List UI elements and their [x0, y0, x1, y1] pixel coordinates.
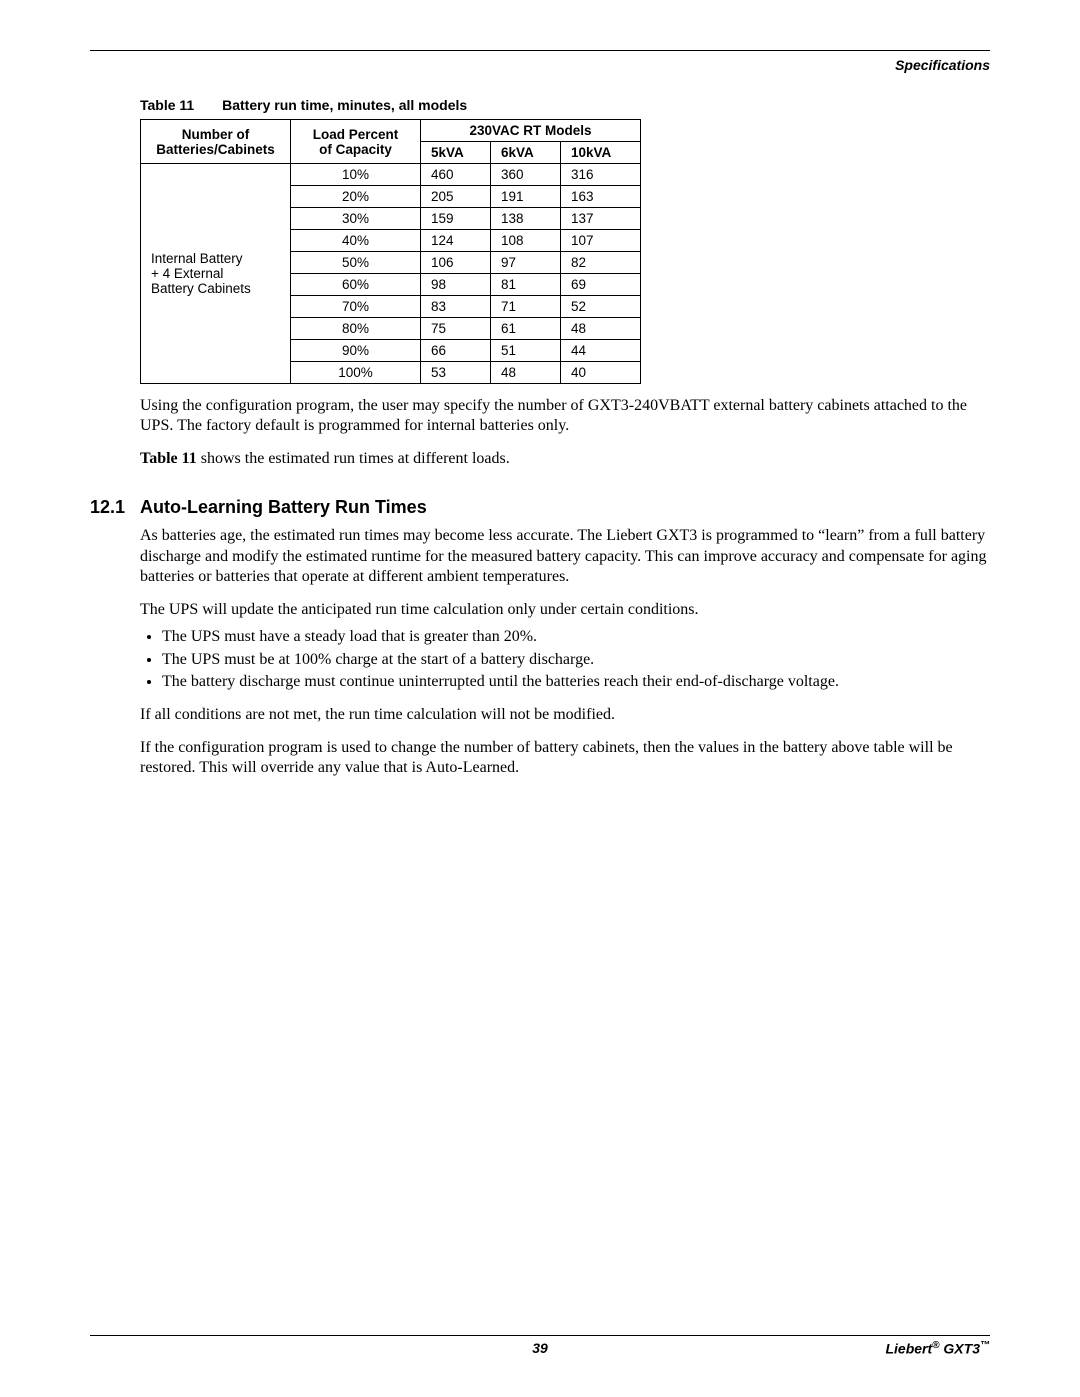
cell-load: 40% — [291, 230, 421, 252]
list-item: The battery discharge must continue unin… — [162, 671, 990, 693]
footer-product: Liebert® GXT3™ — [870, 1340, 990, 1357]
header-rule — [90, 50, 990, 51]
row-group-label-l1: Internal Battery — [151, 251, 243, 266]
conditions-list: The UPS must have a steady load that is … — [140, 626, 990, 693]
page-number: 39 — [210, 1340, 870, 1357]
col-header-batteries-l2: Batteries/Cabinets — [156, 142, 275, 157]
table-caption-title: Battery run time, minutes, all models — [222, 97, 467, 113]
cell-v6: 97 — [491, 252, 561, 274]
cell-v10: 69 — [561, 274, 641, 296]
list-item: The UPS must have a steady load that is … — [162, 626, 990, 648]
cell-v6: 81 — [491, 274, 561, 296]
cell-v6: 48 — [491, 362, 561, 384]
cell-v5: 159 — [421, 208, 491, 230]
runtime-table: Number of Batteries/Cabinets Load Percen… — [140, 119, 641, 384]
cell-load: 30% — [291, 208, 421, 230]
row-group-label-l3: Battery Cabinets — [151, 281, 251, 296]
paragraph-table-ref-bold: Table 11 — [140, 450, 197, 467]
cell-v5: 66 — [421, 340, 491, 362]
section-title: Auto-Learning Battery Run Times — [140, 497, 427, 518]
page-footer: 39 Liebert® GXT3™ — [90, 1335, 990, 1357]
cell-v10: 316 — [561, 164, 641, 186]
footer-product-suffix: GXT3 — [940, 1341, 980, 1357]
footer-product-prefix: Liebert — [885, 1341, 932, 1357]
paragraph-autolearn-intro: As batteries age, the estimated run time… — [140, 526, 990, 587]
col-header-load: Load Percent of Capacity — [291, 120, 421, 164]
cell-v6: 191 — [491, 186, 561, 208]
paragraph-not-met: If all conditions are not met, the run t… — [140, 705, 990, 725]
cell-load: 60% — [291, 274, 421, 296]
cell-v5: 53 — [421, 362, 491, 384]
cell-v5: 124 — [421, 230, 491, 252]
row-group-label-l2: + 4 External — [151, 266, 223, 281]
cell-load: 10% — [291, 164, 421, 186]
col-header-batteries: Number of Batteries/Cabinets — [141, 120, 291, 164]
list-item: The UPS must be at 100% charge at the st… — [162, 649, 990, 671]
table-caption-number: Table 11 — [140, 97, 194, 113]
cell-v6: 108 — [491, 230, 561, 252]
paragraph-override: If the configuration program is used to … — [140, 738, 990, 779]
col-header-models-span: 230VAC RT Models — [421, 120, 641, 142]
cell-v5: 460 — [421, 164, 491, 186]
cell-v10: 52 — [561, 296, 641, 318]
cell-v10: 44 — [561, 340, 641, 362]
cell-v10: 82 — [561, 252, 641, 274]
cell-v10: 137 — [561, 208, 641, 230]
paragraph-conditions-lead: The UPS will update the anticipated run … — [140, 600, 990, 620]
col-header-5kva: 5kVA — [421, 142, 491, 164]
footer-rule — [90, 1335, 990, 1336]
cell-load: 50% — [291, 252, 421, 274]
section-number: 12.1 — [90, 497, 140, 518]
cell-load: 90% — [291, 340, 421, 362]
row-group-label: Internal Battery+ 4 ExternalBattery Cabi… — [141, 164, 291, 384]
cell-v5: 98 — [421, 274, 491, 296]
cell-load: 100% — [291, 362, 421, 384]
cell-v10: 107 — [561, 230, 641, 252]
cell-v10: 48 — [561, 318, 641, 340]
cell-v6: 138 — [491, 208, 561, 230]
cell-v6: 360 — [491, 164, 561, 186]
paragraph-config-program: Using the configuration program, the use… — [140, 396, 990, 437]
cell-v10: 40 — [561, 362, 641, 384]
cell-v5: 83 — [421, 296, 491, 318]
section-heading: 12.1 Auto-Learning Battery Run Times — [90, 497, 990, 518]
col-header-load-l1: Load Percent — [313, 127, 399, 142]
paragraph-table-ref: Table 11 shows the estimated run times a… — [140, 449, 990, 469]
registered-mark-icon: ® — [932, 1340, 939, 1351]
trademark-icon: ™ — [980, 1340, 990, 1351]
cell-v6: 51 — [491, 340, 561, 362]
col-header-load-l2: of Capacity — [319, 142, 392, 157]
cell-v6: 61 — [491, 318, 561, 340]
cell-load: 70% — [291, 296, 421, 318]
col-header-batteries-l1: Number of — [182, 127, 250, 142]
cell-v5: 75 — [421, 318, 491, 340]
paragraph-table-ref-rest: shows the estimated run times at differe… — [197, 450, 510, 467]
table-caption: Table 11 Battery run time, minutes, all … — [140, 97, 990, 113]
header-section-label: Specifications — [90, 57, 990, 73]
cell-v5: 106 — [421, 252, 491, 274]
document-page: Specifications Table 11 Battery run time… — [0, 0, 1080, 1397]
col-header-10kva: 10kVA — [561, 142, 641, 164]
col-header-6kva: 6kVA — [491, 142, 561, 164]
cell-v5: 205 — [421, 186, 491, 208]
cell-load: 20% — [291, 186, 421, 208]
cell-v6: 71 — [491, 296, 561, 318]
cell-load: 80% — [291, 318, 421, 340]
cell-v10: 163 — [561, 186, 641, 208]
table-row: Internal Battery+ 4 ExternalBattery Cabi… — [141, 164, 641, 186]
